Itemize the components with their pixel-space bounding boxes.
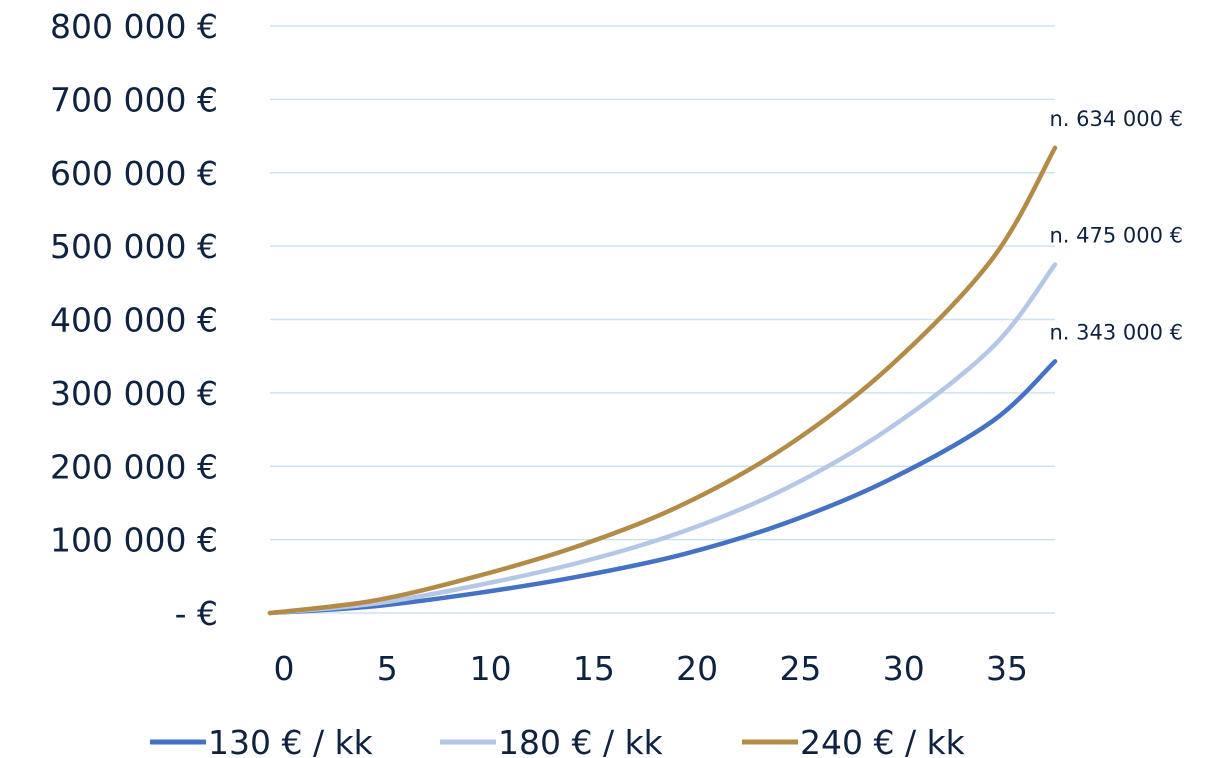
y-tick-label: 500 000 € <box>50 227 218 266</box>
x-tick-label: 35 <box>986 649 1028 688</box>
series-line-2 <box>267 145 1058 616</box>
x-tick-label: 25 <box>779 649 821 688</box>
y-tick-label: 200 000 € <box>50 447 218 486</box>
y-tick-label: 700 000 € <box>50 80 218 119</box>
y-tick-label: 400 000 € <box>50 301 218 340</box>
y-tick-label: - € <box>175 594 218 633</box>
x-tick-label: 20 <box>676 649 718 688</box>
x-tick-label: 15 <box>573 649 615 688</box>
y-tick-label: 800 000 € <box>50 7 218 46</box>
x-tick-label: 0 <box>274 649 295 688</box>
gridlines <box>270 25 1055 614</box>
y-tick-label: 100 000 € <box>50 521 218 560</box>
legend-label-0: 130 € / kk <box>208 723 374 758</box>
end-label-0: n. 343 000 € <box>1049 320 1183 344</box>
y-tick-label: 300 000 € <box>50 374 218 413</box>
legend: 130 € / kk 180 € / kk 240 € / kk <box>150 723 966 758</box>
series-line-0 <box>267 359 1058 616</box>
x-tick-label: 5 <box>377 649 398 688</box>
y-tick-label: 600 000 € <box>50 154 218 193</box>
x-axis-tick-labels: 0 5 10 15 20 25 30 35 <box>274 649 1029 688</box>
legend-label-1: 180 € / kk <box>498 723 664 758</box>
legend-label-2: 240 € / kk <box>800 723 966 758</box>
y-axis-tick-labels: - € 100 000 € 200 000 € 300 000 € 400 000 € 5… <box>50 7 218 633</box>
end-label-1: n. 475 000 € <box>1049 223 1183 247</box>
series-lines <box>267 145 1058 616</box>
end-label-2: n. 634 000 € <box>1049 107 1183 131</box>
series-line-1 <box>267 262 1058 616</box>
x-tick-label: 10 <box>470 649 512 688</box>
end-data-labels: n. 343 000 € n. 475 000 € n. 634 000 € <box>1049 107 1183 345</box>
x-tick-label: 30 <box>883 649 925 688</box>
